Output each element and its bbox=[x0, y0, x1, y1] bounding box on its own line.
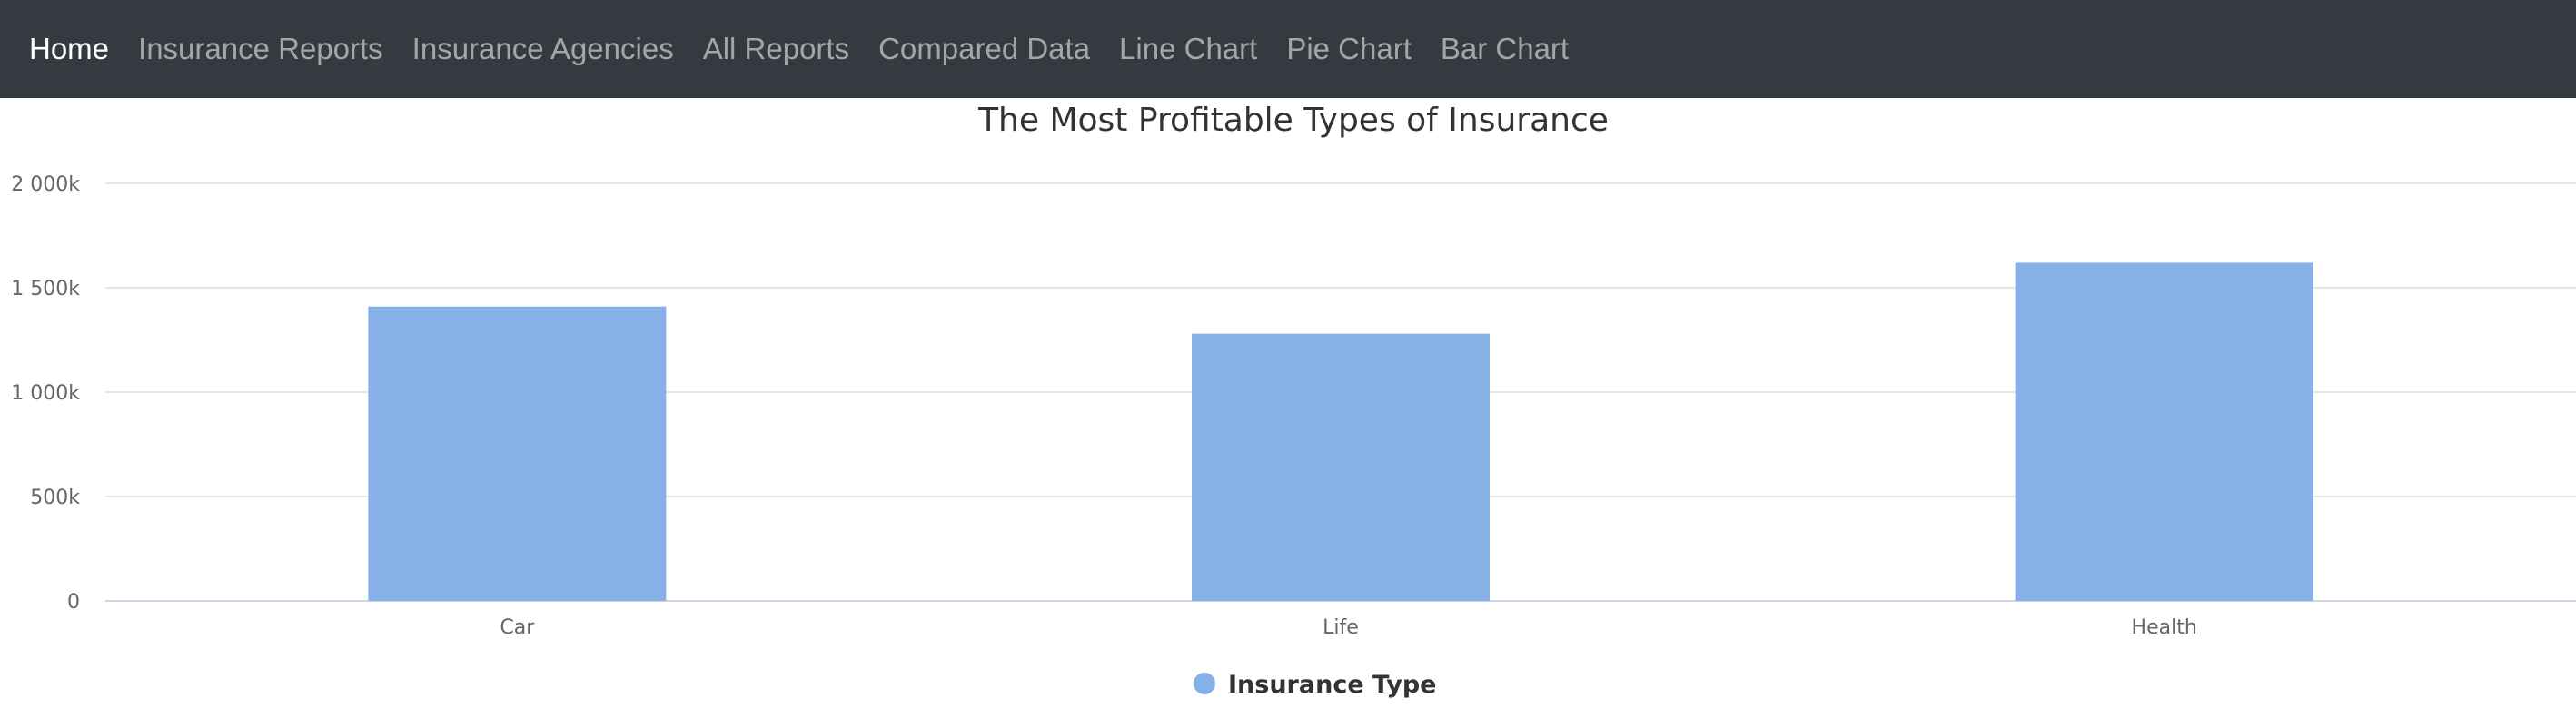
x-tick-label: Health bbox=[2132, 616, 2197, 639]
y-tick-label: 1 500k bbox=[11, 278, 80, 300]
y-tick-label: 2 000k bbox=[11, 173, 80, 196]
legend-label: Insurance Type bbox=[1228, 671, 1437, 699]
x-tick-label: Life bbox=[1323, 616, 1359, 639]
nav-pie-chart-link[interactable]: Pie Chart bbox=[1286, 32, 1412, 65]
chart-container: The Most Profitable Types of Insurance 0… bbox=[0, 98, 2576, 713]
bar-car[interactable] bbox=[368, 306, 667, 601]
nav-insurance-reports-link[interactable]: Insurance Reports bbox=[138, 32, 383, 65]
chart-legend[interactable]: Insurance Type bbox=[1194, 671, 1437, 699]
top-navbar: Home Insurance Reports Insurance Agencie… bbox=[0, 0, 2576, 98]
bar-health[interactable] bbox=[2015, 262, 2313, 601]
y-tick-label: 1 000k bbox=[11, 382, 80, 405]
y-tick-label: 0 bbox=[67, 591, 80, 614]
chart-title: The Most Profitable Types of Insurance bbox=[977, 102, 1609, 139]
x-axis-tick-labels: Car Life Health bbox=[500, 616, 2196, 639]
nav-line-chart-link[interactable]: Line Chart bbox=[1119, 32, 1258, 65]
nav-insurance-agencies-link[interactable]: Insurance Agencies bbox=[411, 32, 674, 65]
y-axis-tick-labels: 0 500k 1 000k 1 500k 2 000k bbox=[11, 173, 80, 614]
nav-home-link[interactable]: Home bbox=[29, 32, 110, 65]
nav-bar-chart-link[interactable]: Bar Chart bbox=[1440, 32, 1570, 65]
nav-all-reports-link[interactable]: All Reports bbox=[702, 32, 850, 65]
bar-life[interactable] bbox=[1192, 333, 1490, 601]
legend-marker-icon bbox=[1194, 673, 1215, 694]
bar-chart: The Most Profitable Types of Insurance 0… bbox=[11, 102, 2576, 699]
nav-compared-data-link[interactable]: Compared Data bbox=[878, 32, 1091, 65]
x-tick-label: Car bbox=[500, 616, 535, 639]
y-tick-label: 500k bbox=[30, 487, 80, 509]
bars bbox=[368, 262, 2313, 601]
